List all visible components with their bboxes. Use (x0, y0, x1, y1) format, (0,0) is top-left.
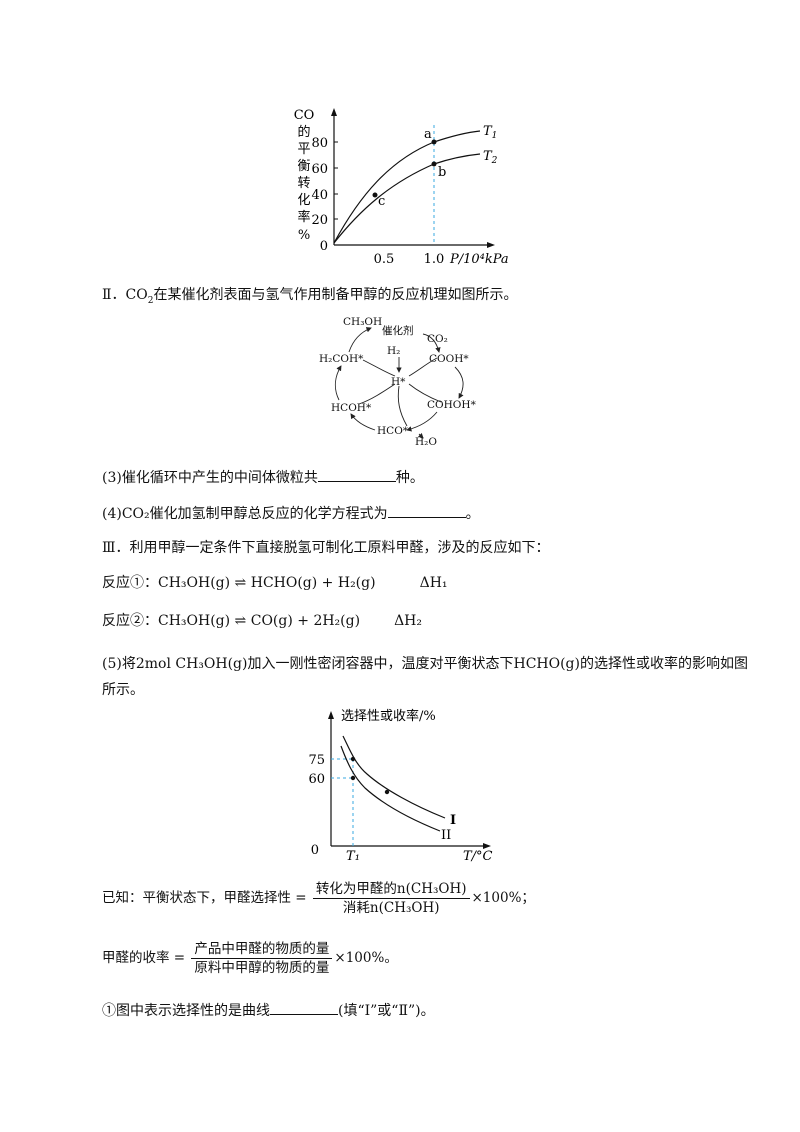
catalytic-cycle-diagram: CH₃OH 催化剂 CO₂ H₂ COOH* H₂COH* H* HCOH* C… (319, 316, 477, 448)
species-hco: HCO* (377, 425, 409, 437)
selectivity-yield-chart: 选择性或收率/% 75 60 0 T₁ T/°C I II (308, 708, 493, 864)
ylabel-char-2: 平 (297, 142, 310, 157)
question-5-line1: (5)将2mol CH₃OH(g)加入一刚性密闭容器中，温度对平衡状态下HCHO… (102, 656, 748, 672)
question-5-1: ①图中表示选择性的是曲线 (填“Ⅰ”或“Ⅱ”)。 (102, 1000, 435, 1021)
ylabel-char-3: 衡 (297, 159, 310, 174)
xtick-0.5: 0.5 (374, 252, 395, 267)
answer-blank-q3[interactable] (317, 467, 396, 482)
definition-yield: 甲醛的收率 = 产品中甲醛的物质的量 原料中甲醇的物质的量 ×100%。 (102, 940, 398, 977)
curve-T2 (333, 153, 481, 244)
ytick-60: 60 (308, 772, 325, 787)
answer-blank-q5-1[interactable] (270, 1000, 338, 1015)
point-a (431, 139, 437, 145)
origin-0: 0 (311, 843, 319, 858)
fig2-ylabel: 选择性或收率/% (341, 708, 436, 724)
ytick-40: 40 (311, 188, 328, 203)
species-h2coh: H₂COH* (319, 353, 364, 365)
ytick-75: 75 (308, 753, 325, 768)
species-h2o: H₂O (415, 436, 437, 448)
label-T1: T1 (483, 124, 497, 141)
label-T2: T2 (483, 149, 498, 166)
species-hstar: H* (391, 376, 406, 388)
co-conversion-chart: CO 的 平 衡 转 化 率 % 0 20 40 60 80 0.5 1.0 P… (294, 108, 509, 267)
curve-T1 (333, 130, 481, 244)
point-II-T1 (350, 775, 356, 781)
definition-selectivity: 已知：平衡状态下，甲醛选择性 = 转化为甲醛的n(CH₃OH) 消耗n(CH₃O… (102, 880, 535, 917)
species-h2: H₂ (387, 345, 400, 357)
ylabel-char-4: 转 (297, 176, 310, 191)
point-b (431, 161, 437, 167)
ytick-60: 60 (311, 162, 328, 177)
xtick-1.0: 1.0 (424, 252, 445, 267)
ylabel-char-1: 的 (297, 124, 310, 140)
curve-II (340, 745, 441, 832)
question-5-line2: 所示。 (102, 682, 144, 698)
section2-heading: Ⅱ．CO2在某催化剂表面与氢气作用制备甲醇的反应机理如图所示。 (102, 287, 518, 306)
ylabel-char-6: 率 (297, 209, 310, 225)
label-c: c (378, 194, 385, 209)
xlabel: P/10⁴kPa (449, 252, 509, 267)
label-curve-II: II (441, 828, 451, 843)
question-3: (3)催化循环中产生的中间体微粒共 种。 (102, 467, 424, 488)
point-I-mid (384, 789, 390, 795)
label-a: a (424, 127, 432, 142)
species-ch3oh: CH₃OH (343, 316, 382, 328)
fig2-xlabel: T/°C (463, 849, 493, 864)
reaction-2: 反应②：CH₃OH(g) ⇌ CO(g) + 2H₂(g) ΔH₂ (102, 613, 422, 629)
section3-heading: Ⅲ．利用甲醇一定条件下直接脱氢可制化工原料甲醛，涉及的反应如下： (102, 540, 550, 556)
curve-I (342, 735, 446, 819)
label-curve-I: I (450, 813, 456, 828)
species-co2: CO₂ (427, 333, 448, 345)
label-b: b (438, 165, 446, 180)
answer-blank-q4[interactable] (387, 503, 466, 518)
point-I-T1 (350, 756, 356, 762)
reaction-1: 反应①：CH₃OH(g) ⇌ HCHO(g) + H₂(g) ΔH₁ (102, 575, 448, 591)
ylabel-char-7: % (298, 228, 310, 243)
xtick-T1: T₁ (346, 849, 360, 864)
yield-fraction: 产品中甲醛的物质的量 原料中甲醇的物质的量 (191, 940, 333, 977)
catalyst-label: 催化剂 (382, 324, 414, 337)
species-cohoh: COHOH* (427, 399, 477, 411)
ytick-20: 20 (311, 213, 328, 228)
question-4: (4)CO₂催化加氢制甲醇总反应的化学方程式为。 (102, 503, 480, 524)
ylabel-char-5: 化 (297, 193, 310, 208)
ytick-80: 80 (311, 136, 328, 151)
species-cooh: COOH* (429, 353, 469, 365)
species-hcoh: HCOH* (331, 402, 372, 414)
point-c (372, 192, 378, 198)
selectivity-fraction: 转化为甲醛的n(CH₃OH) 消耗n(CH₃OH) (312, 880, 470, 917)
ylabel-char-0: CO (294, 108, 315, 123)
ytick-0: 0 (320, 239, 328, 254)
